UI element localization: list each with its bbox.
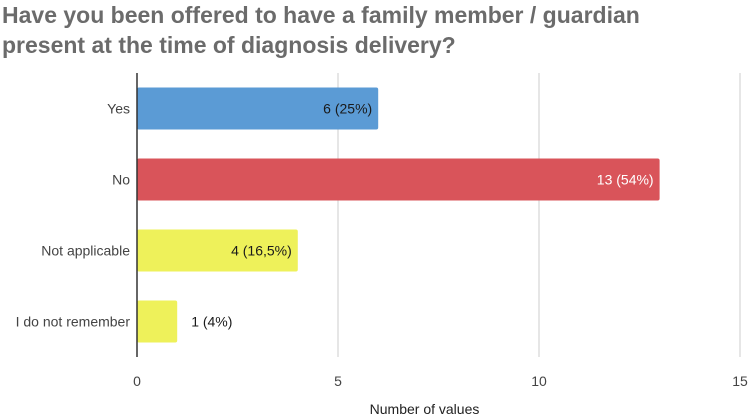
x-tick-label-5: 5: [334, 373, 342, 389]
chart-title-line-1: Have you been offered to have a family m…: [2, 2, 640, 28]
chart-title: Have you been offered to have a family m…: [2, 0, 747, 60]
bar-yes: [137, 87, 379, 130]
x-axis-title: Number of values: [370, 401, 480, 417]
axes: 0 5 10 15 Yes No Not applicable I do not rememb…: [16, 73, 748, 389]
data-label-not-applicable: 4 (16,5%): [231, 243, 292, 259]
category-label-i-do-not-remember: I do not remember: [16, 314, 131, 330]
x-tick-label-10: 10: [531, 373, 547, 389]
grid-lines: [337, 73, 741, 357]
chart-title-line-2: present at the time of diagnosis deliver…: [2, 32, 456, 58]
data-label-yes: 6 (25%): [323, 101, 372, 117]
category-label-not-applicable: Not applicable: [41, 243, 130, 259]
data-label-no: 13 (54%): [597, 172, 654, 188]
bar-not-applicable: [137, 229, 298, 272]
x-tick-label-15: 15: [732, 373, 748, 389]
bars: 6 (25%) 13 (54%) 4 (16,5%) 1 (4%): [137, 87, 660, 343]
data-label-i-do-not-remember: 1 (4%): [191, 314, 232, 330]
category-label-yes: Yes: [107, 101, 130, 117]
bar-i-do-not-remember: [137, 300, 178, 343]
category-label-no: No: [112, 172, 130, 188]
bar-no: [137, 158, 660, 201]
x-tick-label-0: 0: [133, 373, 141, 389]
